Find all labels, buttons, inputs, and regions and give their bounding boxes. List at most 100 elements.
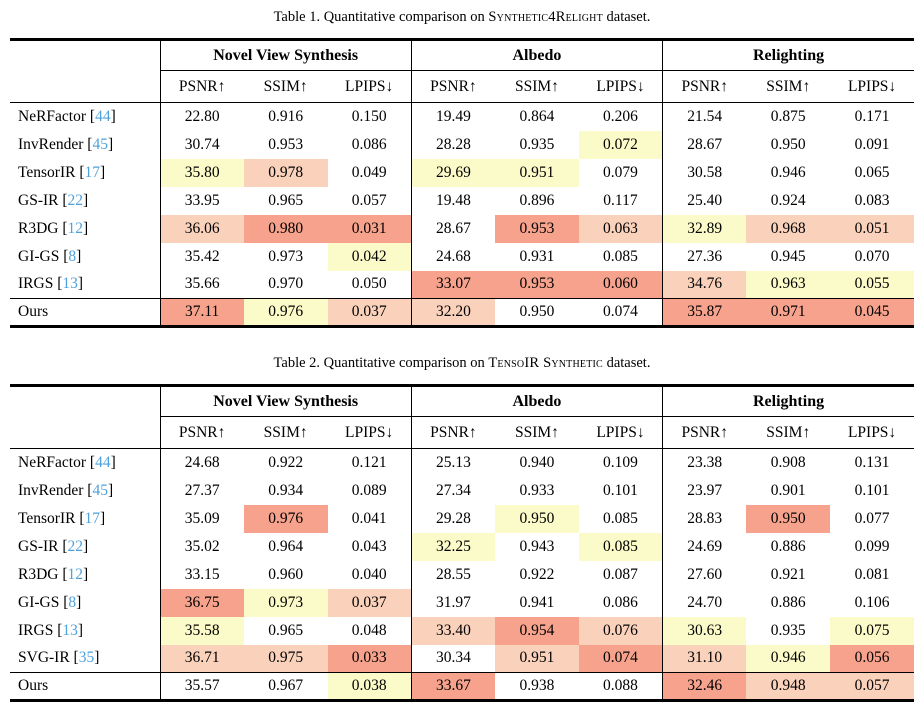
metric-value-cell: 0.924 — [770, 191, 806, 209]
metric-value-cell: 0.875 — [770, 107, 806, 125]
metric-value-cell: 27.60 — [662, 560, 747, 589]
method-label: GI-GS [8] — [18, 247, 82, 265]
metric-value-cell: 33.40 — [410, 616, 496, 645]
metric-value-cell: 35.80 — [159, 158, 244, 187]
metric-header-row: PSNR↑ SSIM↑ LPIPS↓ PSNR↑ SSIM↑ LPIPS↓ PS… — [10, 416, 914, 449]
metric-value-cell: 0.086 — [603, 593, 638, 611]
citation-number[interactable]: 22 — [67, 537, 84, 555]
citation-number[interactable]: 8 — [68, 593, 77, 611]
metric-value-cell: 0.055 — [830, 270, 914, 299]
method-label: NeRFactor [44] — [18, 107, 116, 125]
metric-value-cell: 0.074 — [578, 644, 663, 673]
metric-value-cell: 0.085 — [603, 247, 638, 265]
metric-value-cell: 0.072 — [578, 130, 663, 159]
citation-number[interactable]: 17 — [84, 509, 101, 527]
metric-value-cell: 35.87 — [662, 298, 747, 327]
table-row: GI-GS [8] 36.75 0.973 0.037 31.97 0.941 0.086 2… — [10, 588, 914, 617]
citation-number[interactable]: 12 — [67, 219, 84, 237]
metric-value-cell: 0.089 — [351, 481, 387, 499]
table-2-body: NeRFactor [44] 24.68 0.922 0.121 25.13 0.940 0… — [10, 448, 914, 701]
metric-value-cell: 0.864 — [519, 107, 555, 125]
metric-value-cell: 0.970 — [268, 275, 304, 293]
metric-value-cell: 0.951 — [495, 158, 579, 187]
group-header-relighting: Relighting — [662, 39, 914, 71]
metric-value-cell: 33.07 — [410, 270, 496, 299]
citation-number[interactable]: 12 — [67, 565, 84, 583]
metric-value-cell: 35.02 — [159, 532, 244, 561]
metric-value-cell: 0.978 — [243, 158, 328, 187]
metric-value-cell: 0.901 — [770, 481, 806, 499]
group-header-novel-view-synthesis: Novel View Synthesis — [159, 39, 412, 71]
citation-number[interactable]: 35 — [78, 649, 95, 667]
metric-value-cell: 0.086 — [351, 135, 387, 153]
metric-value-cell: 0.951 — [495, 644, 579, 673]
metric-value-cell: 0.950 — [495, 504, 579, 533]
metric-value-cell: 0.051 — [830, 214, 914, 243]
table-row: SVG-IR [35] 36.71 0.975 0.033 30.34 0.951 0.07… — [10, 644, 914, 673]
citation-number[interactable]: 44 — [95, 453, 111, 471]
group-header-row: Novel View Synthesis Albedo Relighting — [10, 385, 914, 417]
metric-value-cell: 0.057 — [351, 191, 387, 209]
metric-value-cell: 0.131 — [854, 453, 890, 471]
metric-value-cell: 0.085 — [603, 509, 638, 527]
citation-number[interactable]: 13 — [62, 621, 78, 639]
citation-number[interactable]: 13 — [62, 275, 78, 293]
metric-value-cell: 30.63 — [662, 616, 747, 645]
metric-value-cell: 0.948 — [746, 672, 831, 701]
metric-value-cell: 25.40 — [662, 186, 747, 215]
empty-corner-cell — [10, 386, 160, 417]
caption-tail: dataset. — [606, 355, 651, 371]
metric-value-cell: 0.099 — [854, 537, 890, 555]
metric-value-cell: 22.80 — [159, 102, 244, 131]
metric-value-cell: 30.58 — [662, 158, 747, 187]
metric-value-cell: 0.908 — [770, 453, 806, 471]
metric-value-cell: 0.087 — [603, 565, 638, 583]
table-row: InvRender [45] 27.37 0.934 0.089 27.34 0.933 0… — [10, 476, 914, 505]
metric-value-cell: 0.031 — [327, 214, 412, 243]
table-row: R3DG [12] 33.15 0.960 0.040 28.55 0.922 0.087 2… — [10, 560, 914, 589]
metric-value-cell: 0.045 — [830, 298, 914, 327]
metric-value-cell: 0.050 — [351, 275, 387, 293]
metric-value-cell: 0.943 — [519, 537, 555, 555]
table-2-caption: Table 2. Quantitative comparison on Tens… — [0, 354, 924, 373]
metric-value-cell: 0.085 — [578, 532, 663, 561]
metric-value-cell: 24.70 — [662, 588, 747, 617]
metric-value-cell: 0.922 — [268, 453, 304, 471]
method-label: SVG-IR [35] — [18, 649, 100, 667]
metric-value-cell: 0.041 — [351, 509, 387, 527]
metric-header-psnr: PSNR↑ — [159, 416, 244, 449]
metric-header-lpips: LPIPS↓ — [578, 416, 663, 449]
metric-value-cell: 0.938 — [495, 672, 579, 701]
citation-number[interactable]: 17 — [84, 163, 101, 181]
quantitative-table-2: Novel View Synthesis Albedo Relighting P… — [10, 384, 914, 702]
metric-value-cell: 0.940 — [519, 453, 555, 471]
metric-value-cell: 0.074 — [578, 298, 663, 327]
metric-value-cell: 0.121 — [351, 453, 387, 471]
metric-value-cell: 0.960 — [268, 565, 304, 583]
metric-value-cell: 0.973 — [268, 247, 304, 265]
metric-value-cell: 36.75 — [159, 588, 244, 617]
metric-value-cell: 28.67 — [662, 130, 747, 159]
metric-value-cell: 0.150 — [351, 107, 387, 125]
citation-number[interactable]: 8 — [68, 247, 77, 265]
metric-value-cell: 24.68 — [410, 242, 496, 271]
metric-header-ssim: SSIM↑ — [243, 70, 328, 103]
caption-tail: dataset. — [606, 9, 651, 25]
citation-number[interactable]: 45 — [92, 481, 108, 499]
metric-value-cell: 0.964 — [268, 537, 304, 555]
metric-header-ssim: SSIM↑ — [746, 70, 831, 103]
group-header-row: Novel View Synthesis Albedo Relighting — [10, 39, 914, 71]
metric-header-lpips: LPIPS↓ — [327, 416, 412, 449]
group-header-novel-view-synthesis: Novel View Synthesis — [159, 385, 412, 417]
metric-value-cell: 0.965 — [268, 621, 304, 639]
metric-value-cell: 0.042 — [327, 242, 412, 271]
metric-value-cell: 0.117 — [603, 191, 638, 209]
metric-value-cell: 0.886 — [770, 537, 806, 555]
citation-number[interactable]: 44 — [95, 107, 111, 125]
citation-number[interactable]: 45 — [92, 135, 108, 153]
metric-value-cell: 0.931 — [519, 247, 555, 265]
metric-value-cell: 0.965 — [268, 191, 304, 209]
metric-value-cell: 27.36 — [662, 242, 747, 271]
citation-number[interactable]: 22 — [67, 191, 84, 209]
metric-value-cell: 0.206 — [603, 107, 638, 125]
